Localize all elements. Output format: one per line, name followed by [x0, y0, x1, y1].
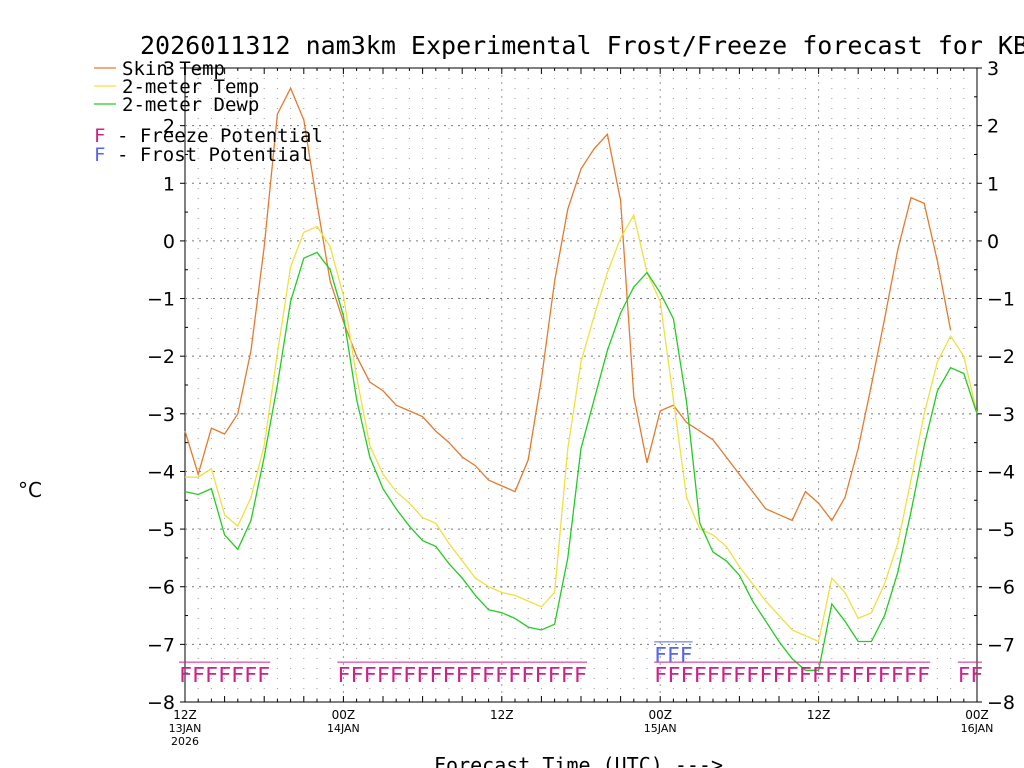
x-axis-label: Forecast Time (UTC) --->: [434, 753, 723, 768]
x-tick-date: 14JAN: [327, 722, 360, 735]
y-tick-label-left: −6: [147, 577, 175, 599]
series-lines: [184, 86, 978, 671]
frost-potential-label: FFF: [654, 643, 692, 667]
y-tick-label-left: −2: [147, 346, 175, 368]
chart-title: 2026011312 nam3km Experimental Frost/Fre…: [140, 31, 1024, 60]
y-tick-label-left: 1: [163, 173, 175, 195]
x-tick-date: 15JAN: [644, 722, 677, 735]
y-tick-label-left: −5: [147, 519, 175, 541]
x-tick-label: 12Z: [173, 708, 197, 722]
series-line-2-meter-temp: [185, 213, 978, 643]
y-axis-label: °C: [18, 478, 42, 502]
y-tick-label-right: 2: [987, 116, 999, 138]
y-tick-label-right: −6: [987, 577, 1015, 599]
y-tick-label-right: −5: [987, 519, 1015, 541]
freeze-potential-label: FF: [958, 663, 983, 687]
y-tick-label-right: 1: [987, 173, 999, 195]
legend-marker-letter: F: [94, 144, 105, 166]
y-tick-label-left: −7: [147, 634, 175, 656]
y-tick-label-left: 2: [163, 116, 175, 138]
legend-marker-text: - Frost Potential: [117, 144, 311, 166]
legend-marker-text: - Freeze Potential: [117, 125, 323, 147]
series-line-2-meter-dewp: [184, 251, 978, 671]
legend-marker-letter: F: [94, 125, 105, 147]
grid: [185, 68, 977, 702]
freeze-potential-label: FFFFFFFFFFFFFFFFFFF: [337, 663, 587, 687]
x-tick-label: 00Z: [965, 708, 989, 722]
y-tick-label-right: −8: [987, 692, 1015, 714]
y-axis-left: −8 −7 −6 −5 −4 −3 −2 −1 0 1 2 3: [147, 58, 188, 714]
y-tick-label-left: −8: [147, 692, 175, 714]
freeze-potential-label: FFFFFFF: [179, 663, 270, 687]
y-tick-label-right: −1: [987, 289, 1015, 311]
y-tick-label-left: −4: [147, 461, 175, 483]
y-tick-label-right: −3: [987, 404, 1015, 426]
x-tick-label: 00Z: [332, 708, 356, 722]
y-tick-label-left: −1: [147, 289, 175, 311]
x-tick-label: 00Z: [648, 708, 672, 722]
x-tick-label: 12Z: [490, 708, 514, 722]
y-tick-label-right: −2: [987, 346, 1015, 368]
x-tick-date: 13JAN: [169, 722, 202, 735]
freeze-potential-label: FFFFFFFFFFFFFFFFFFFFF: [654, 663, 930, 687]
y-tick-label-right: −4: [987, 461, 1015, 483]
y-tick-label-right: −7: [987, 634, 1015, 656]
y-tick-label-left: −3: [147, 404, 175, 426]
legend-label-2-meter-temp: 2-meter Temp: [122, 76, 259, 98]
legend-label-skin-temp: Skin Temp: [122, 58, 225, 80]
series-line-skin-temp: [184, 86, 952, 522]
x-tick-label: 12Z: [807, 708, 831, 722]
y-tick-label-right: 3: [987, 58, 999, 80]
potential-markers: FFFFFFF FFFFFFFFFFFFFFFFFFF FFFFFFFFFFFFFF…: [179, 641, 983, 687]
legend-label-2-meter-dewp: 2-meter Dewp: [122, 94, 259, 116]
x-tick-date: 16JAN: [961, 722, 994, 735]
x-tick-year: 2026: [171, 735, 199, 748]
y-axis-right: −8 −7 −6 −5 −4 −3 −2 −1 0 1 2 3: [974, 58, 1015, 714]
y-tick-label-left: 3: [163, 58, 175, 80]
y-tick-label-right: 0: [987, 231, 999, 253]
y-tick-label-left: 0: [163, 231, 175, 253]
